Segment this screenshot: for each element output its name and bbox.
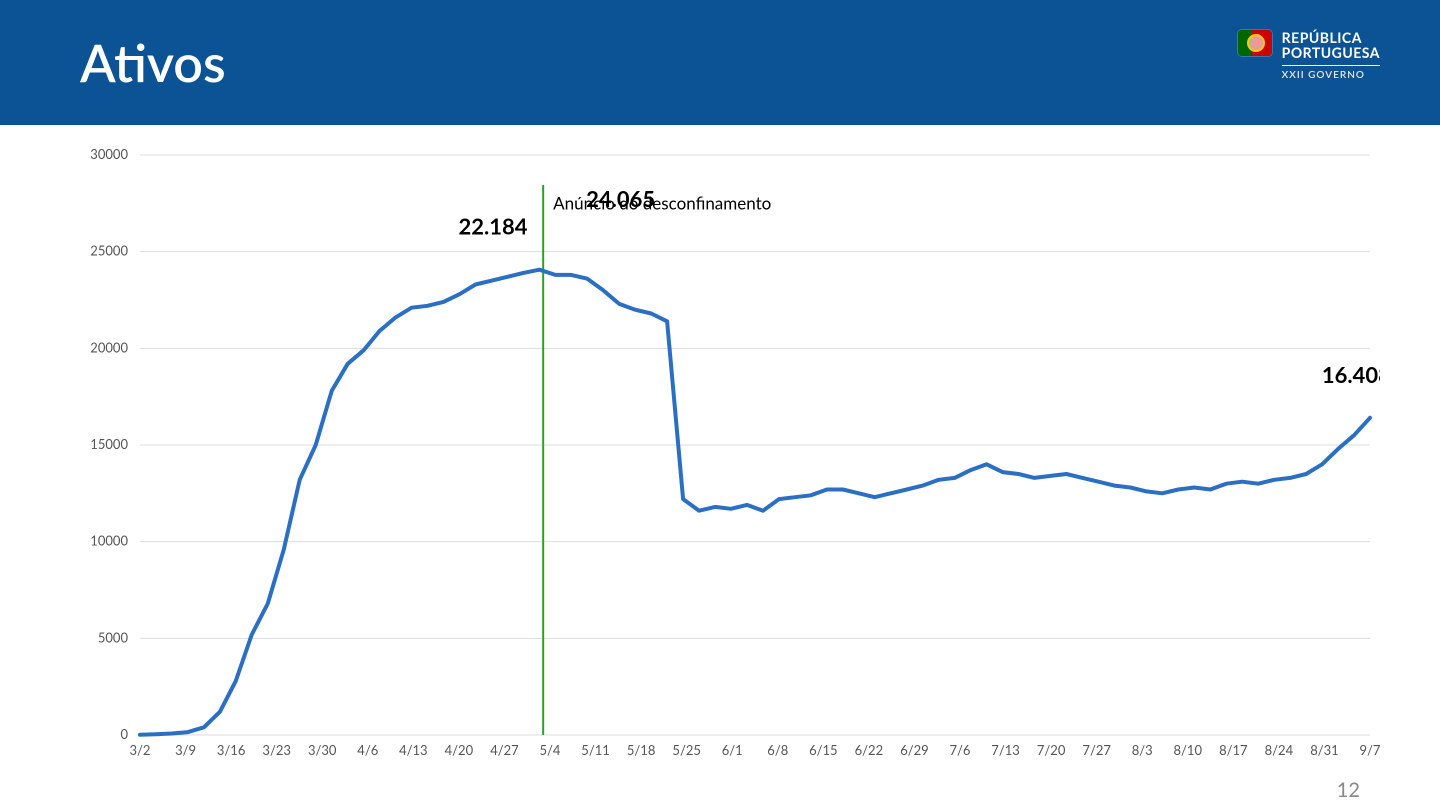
x-tick-label: 5/18	[627, 742, 656, 758]
y-tick-label: 5000	[98, 629, 129, 645]
y-tick-label: 0	[120, 726, 128, 742]
logo-line2: PORTUGUESA	[1282, 45, 1380, 65]
x-tick-label: 5/4	[540, 742, 561, 758]
series-line	[140, 270, 1370, 735]
x-tick-label: 4/6	[357, 742, 378, 758]
government-logo: REPÚBLICA PORTUGUESA XXII GOVERNO	[1238, 30, 1380, 81]
x-tick-label: 7/20	[1037, 742, 1066, 758]
page-number: 12	[1337, 778, 1360, 802]
y-tick-label: 10000	[90, 533, 128, 549]
data-callout: 16.408	[1322, 361, 1380, 388]
x-tick-label: 3/2	[130, 742, 151, 758]
chart-area: 0 5000 10000 15000 20000 25000 30000 3/2 3/9 3/16…	[80, 145, 1380, 775]
x-tick-label: 7/13	[991, 742, 1020, 758]
x-tick-label: 5/25	[672, 742, 701, 758]
x-tick-label: 3/16	[217, 742, 246, 758]
x-tick-label: 3/9	[175, 742, 196, 758]
x-tick-label: 6/29	[900, 742, 929, 758]
x-tick-label: 3/30	[308, 742, 337, 758]
x-tick-label: 6/8	[767, 742, 788, 758]
x-tick-label: 3/23	[262, 742, 291, 758]
x-tick-label: 8/17	[1219, 742, 1248, 758]
line-chart: 0 5000 10000 15000 20000 25000 30000 3/2 3/9 3/16…	[80, 145, 1380, 775]
logo-line1: REPÚBLICA	[1282, 30, 1380, 45]
x-tick-label: 8/31	[1310, 742, 1339, 758]
y-tick-label: 20000	[90, 339, 128, 355]
x-tick-label: 8/10	[1174, 742, 1203, 758]
x-tick-label: 4/20	[445, 742, 474, 758]
x-tick-label: 8/24	[1265, 742, 1294, 758]
x-tick-label: 6/1	[722, 742, 743, 758]
x-tick-label: 4/13	[399, 742, 428, 758]
slide-title: Ativos	[80, 32, 226, 94]
data-callout: 22.184	[459, 212, 528, 239]
logo-line3: XXII GOVERNO	[1282, 66, 1380, 81]
x-tick-label: 8/3	[1132, 742, 1153, 758]
x-tick-label: 6/22	[855, 742, 884, 758]
portugal-emblem-icon	[1238, 30, 1272, 56]
y-tick-label: 15000	[90, 436, 128, 452]
x-tick-label: 9/7	[1360, 742, 1380, 758]
x-tick-label: 5/11	[581, 742, 610, 758]
logo-text: REPÚBLICA PORTUGUESA XXII GOVERNO	[1282, 30, 1380, 81]
y-tick-label: 25000	[90, 243, 128, 259]
x-tick-label: 7/6	[950, 742, 971, 758]
y-tick-label: 30000	[90, 146, 128, 162]
data-callout: 24.065	[586, 185, 655, 212]
x-tick-label: 7/27	[1082, 742, 1111, 758]
x-tick-label: 4/27	[490, 742, 519, 758]
x-tick-label: 6/15	[809, 742, 838, 758]
slide-header: Ativos REPÚBLICA PORTUGUESA XXII GOVERNO	[0, 0, 1440, 125]
